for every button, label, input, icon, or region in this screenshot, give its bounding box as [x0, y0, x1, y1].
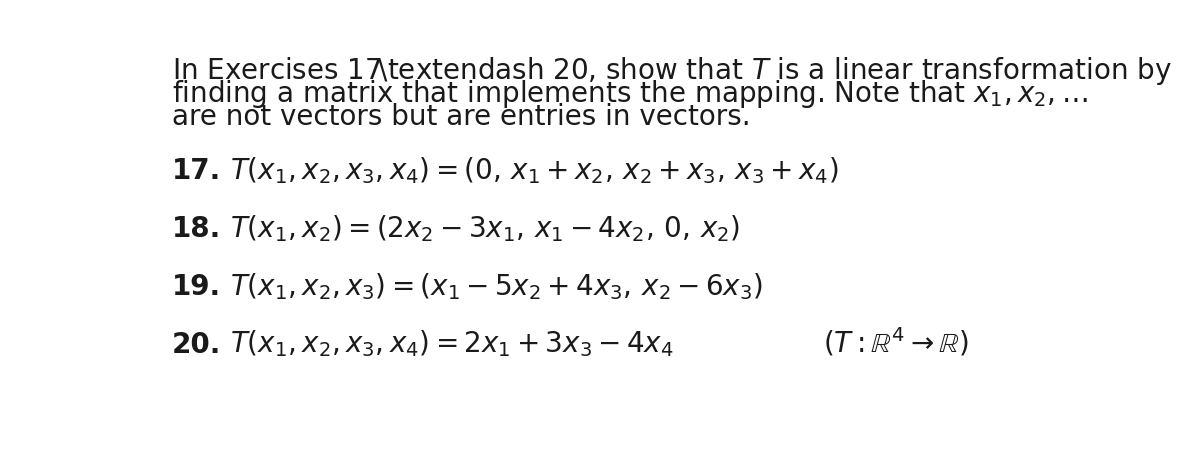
Text: $T(x_1, x_2, x_3) = (x_1 - 5x_2 + 4x_3,\, x_2 - 6x_3)$: $T(x_1, x_2, x_3) = (x_1 - 5x_2 + 4x_3,\…: [230, 271, 763, 301]
Text: finding a matrix that implements the mapping. Note that $x_1, x_2, \ldots$: finding a matrix that implements the map…: [173, 78, 1088, 110]
Text: $T(x_1, x_2) = (2x_2 - 3x_1,\, x_1 - 4x_2,\, 0,\, x_2)$: $T(x_1, x_2) = (2x_2 - 3x_1,\, x_1 - 4x_…: [230, 213, 740, 244]
Text: 17.: 17.: [173, 157, 222, 185]
Text: 19.: 19.: [173, 273, 221, 301]
Text: 20.: 20.: [173, 331, 222, 359]
Text: $T(x_1, x_2, x_3, x_4) = (0,\, x_1 + x_2,\, x_2 + x_3,\, x_3 + x_4)$: $T(x_1, x_2, x_3, x_4) = (0,\, x_1 + x_2…: [230, 155, 839, 186]
Text: $T(x_1, x_2, x_3, x_4) = 2x_1 + 3x_3 - 4x_4$: $T(x_1, x_2, x_3, x_4) = 2x_1 + 3x_3 - 4…: [230, 329, 673, 359]
Text: are not vectors but are entries in vectors.: are not vectors but are entries in vecto…: [173, 103, 751, 131]
Text: $(T : \mathbb{R}^4 \to \mathbb{R})$: $(T : \mathbb{R}^4 \to \mathbb{R})$: [823, 325, 968, 359]
Text: In Exercises 17\textendash 20, show that $T$ is a linear transformation by: In Exercises 17\textendash 20, show that…: [173, 55, 1172, 87]
Text: 18.: 18.: [173, 215, 222, 243]
